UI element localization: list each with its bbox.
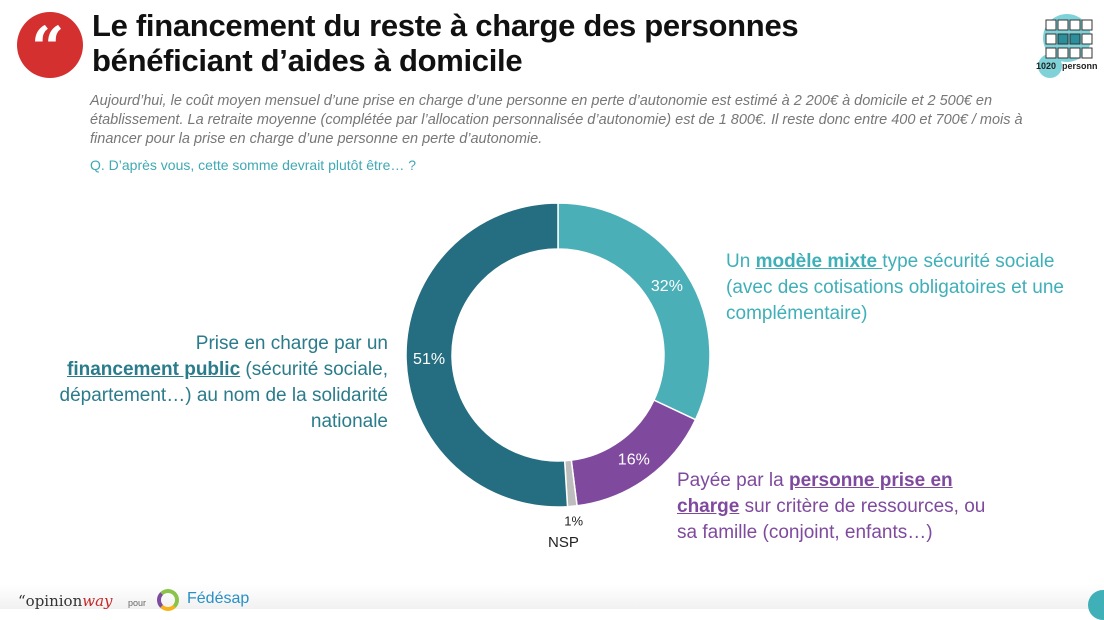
slice-public xyxy=(405,202,569,508)
label-pre: Un xyxy=(726,251,756,272)
title-line-2: bénéficiant d’aides à domicile xyxy=(92,43,523,78)
label-modele-mixte: Un modèle mixte type sécurité sociale (a… xyxy=(726,249,1066,327)
data-label-mixte: 32% xyxy=(651,278,683,295)
label-post: (sécurité sociale, département…) au nom … xyxy=(59,359,388,432)
label-bold: personne prise en charge xyxy=(677,470,953,517)
label-bold: financement public xyxy=(67,359,241,380)
sample-size: 1020 personn xyxy=(1036,61,1098,71)
sample-count: 1020 xyxy=(1036,61,1057,71)
brand: opinion xyxy=(25,592,83,610)
pour-text: pour xyxy=(128,598,147,608)
data-label-personne: 16% xyxy=(618,451,650,468)
question-text: Q. D’après vous, cette somme devrait plu… xyxy=(90,157,417,173)
fedesap-logo-icon xyxy=(157,589,179,611)
label-post: type sécurité sociale (avec des cotisati… xyxy=(726,251,1064,324)
brand-accent: way xyxy=(82,592,113,610)
label-nsp: NSP xyxy=(548,534,579,551)
label-bold: modèle mixte xyxy=(755,251,883,272)
sample-label: personn xyxy=(1062,61,1098,71)
title-line-1: Le financement du reste à charge des per… xyxy=(92,8,799,43)
label-pre: Prise en charge par un xyxy=(195,333,388,354)
footer xyxy=(0,585,1104,609)
slice-mixte xyxy=(557,202,711,421)
intro-text: Aujourd’hui, le coût moyen mensuel d’une… xyxy=(90,93,1023,147)
data-label-nsp: 1% xyxy=(564,513,583,528)
label-post: sur critère de ressources, ou sa famille… xyxy=(677,496,986,543)
label-financement-public: Prise en charge par un financement public… xyxy=(40,331,388,435)
opinionway-logo: “opinionway xyxy=(18,592,113,610)
people-icon xyxy=(1038,14,1093,78)
quote-icon: “ xyxy=(17,12,83,78)
page-title: Le financement du reste à charge des per… xyxy=(92,8,799,78)
label-pre: Payée par la xyxy=(677,470,789,491)
data-label-public: 51% xyxy=(413,351,445,368)
fedesap-logo: Fédésap xyxy=(187,590,250,607)
label-personne-prise-en-charge: Payée par la personne prise en charge su… xyxy=(677,468,987,546)
